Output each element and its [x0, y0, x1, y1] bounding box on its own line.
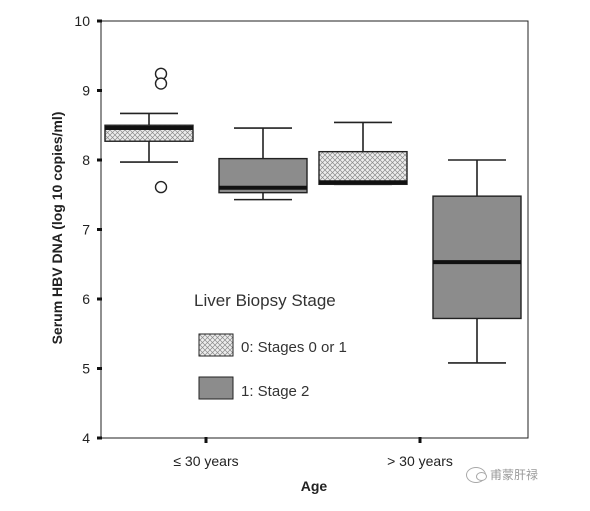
- y-tick-label: 8: [82, 152, 90, 168]
- boxes: [104, 67, 522, 364]
- x-axis-title: Age: [301, 478, 328, 494]
- y-tick-label: 7: [82, 222, 90, 238]
- watermark-text: 甫蒙肝禄: [489, 468, 538, 482]
- legend-swatch-stage-0-1: [198, 333, 234, 357]
- box-stage-0-1-group-1: [104, 67, 194, 194]
- legend-label-stage-2: 1: Stage 2: [241, 383, 309, 400]
- legend-title: Liver Biopsy Stage: [194, 291, 336, 310]
- box-stage-0-1-group-2: [318, 121, 408, 186]
- box-iqr: [318, 150, 408, 186]
- x-tick-label: > 30 years: [387, 453, 453, 469]
- y-tick-label: 5: [82, 361, 90, 377]
- box-iqr: [432, 195, 522, 320]
- wechat-icon: [465, 466, 487, 483]
- outlier-point: [154, 180, 168, 194]
- watermark: 甫蒙肝禄: [465, 466, 538, 483]
- y-tick-label: 6: [82, 291, 90, 307]
- y-axis-title: Serum HBV DNA (log 10 copies/ml): [49, 112, 65, 345]
- legend-label-stage-0-1: 0: Stages 0 or 1: [241, 339, 347, 356]
- y-tick-label: 4: [82, 430, 90, 446]
- box-stage-2-group-2: [432, 159, 522, 364]
- box-stage-2-group-1: [218, 127, 308, 201]
- y-tick-label: 9: [82, 83, 90, 99]
- x-axis: ≤ 30 years > 30 years: [173, 437, 453, 469]
- y-axis: 4 5 6 7 8 9 10: [74, 13, 102, 446]
- outlier-point: [154, 77, 168, 90]
- y-tick-label: 10: [74, 13, 90, 29]
- x-tick-label: ≤ 30 years: [173, 453, 238, 469]
- legend-swatch-stage-2: [198, 376, 234, 400]
- legend: Liver Biopsy Stage 0: Stages 0 or 1 1: S…: [194, 291, 347, 400]
